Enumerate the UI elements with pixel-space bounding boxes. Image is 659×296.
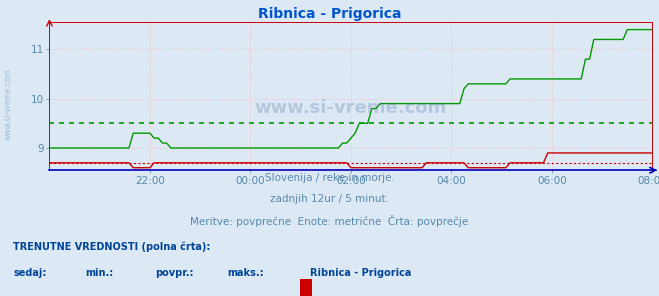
- Text: min.:: min.:: [86, 268, 114, 278]
- Text: Ribnica - Prigorica: Ribnica - Prigorica: [258, 7, 401, 21]
- Text: www.si-vreme.com: www.si-vreme.com: [255, 99, 447, 117]
- Text: www.si-vreme.com: www.si-vreme.com: [3, 68, 13, 139]
- Text: zadnjih 12ur / 5 minut.: zadnjih 12ur / 5 minut.: [270, 194, 389, 204]
- Text: Slovenija / reke in morje.: Slovenija / reke in morje.: [264, 173, 395, 183]
- Text: TRENUTNE VREDNOSTI (polna črta):: TRENUTNE VREDNOSTI (polna črta):: [13, 241, 211, 252]
- Text: povpr.:: povpr.:: [155, 268, 193, 278]
- Text: Meritve: povprečne  Enote: metrične  Črta: povprečje: Meritve: povprečne Enote: metrične Črta:…: [190, 215, 469, 227]
- Text: Ribnica - Prigorica: Ribnica - Prigorica: [310, 268, 411, 278]
- Text: sedaj:: sedaj:: [13, 268, 47, 278]
- Text: maks.:: maks.:: [227, 268, 264, 278]
